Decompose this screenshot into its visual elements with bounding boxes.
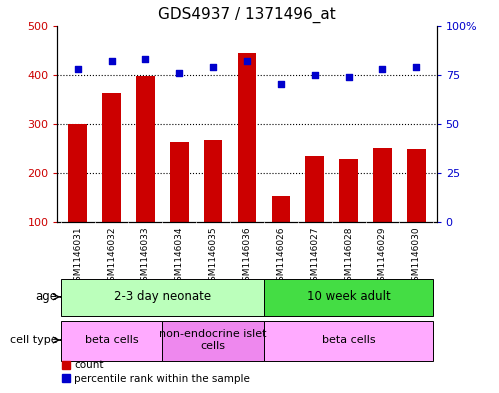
Point [311, 72, 319, 78]
Bar [61, 279, 264, 316]
Text: beta cells: beta cells [85, 335, 138, 345]
Text: cell type: cell type [10, 335, 58, 345]
Bar [68, 124, 87, 222]
Bar [102, 93, 121, 222]
Bar [204, 140, 223, 222]
Point [345, 73, 353, 80]
Point [412, 64, 420, 70]
Point [209, 64, 217, 70]
Point [277, 81, 285, 88]
Text: GSM1146031: GSM1146031 [73, 226, 82, 287]
Text: 10 week adult: 10 week adult [307, 290, 390, 303]
Text: GSM1146035: GSM1146035 [209, 226, 218, 287]
Text: GSM1146030: GSM1146030 [412, 226, 421, 287]
Text: GSM1146026: GSM1146026 [276, 226, 285, 287]
Point [141, 56, 149, 62]
Bar [170, 142, 189, 222]
Text: beta cells: beta cells [322, 335, 375, 345]
Text: GSM1146028: GSM1146028 [344, 226, 353, 287]
Point [175, 70, 183, 76]
Point [378, 66, 386, 72]
Bar [339, 159, 358, 222]
Text: GSM1146027: GSM1146027 [310, 226, 319, 287]
Bar [136, 76, 155, 222]
Point [74, 66, 82, 72]
Point [243, 58, 251, 64]
Bar [305, 156, 324, 222]
Title: GDS4937 / 1371496_at: GDS4937 / 1371496_at [158, 7, 336, 23]
Bar [373, 148, 392, 222]
Text: GSM1146032: GSM1146032 [107, 226, 116, 287]
Bar [271, 196, 290, 222]
Text: 2-3 day neonate: 2-3 day neonate [114, 290, 211, 303]
Bar [238, 53, 256, 222]
Text: GSM1146029: GSM1146029 [378, 226, 387, 287]
Text: non-endocrine islet
cells: non-endocrine islet cells [159, 329, 267, 351]
Bar [407, 149, 426, 222]
Text: age: age [36, 290, 58, 303]
Bar [264, 279, 433, 316]
Legend: count, percentile rank within the sample: count, percentile rank within the sample [57, 356, 254, 388]
Text: GSM1146034: GSM1146034 [175, 226, 184, 287]
Text: GSM1146036: GSM1146036 [243, 226, 251, 287]
Bar [61, 321, 162, 361]
Bar [162, 321, 264, 361]
Bar [264, 321, 433, 361]
Text: GSM1146033: GSM1146033 [141, 226, 150, 287]
Point [108, 58, 116, 64]
